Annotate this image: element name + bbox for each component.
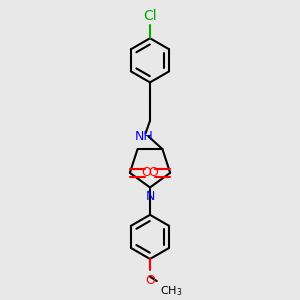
Text: O: O — [149, 166, 159, 179]
Text: Cl: Cl — [143, 9, 157, 23]
Text: O: O — [145, 274, 155, 287]
Text: NH: NH — [135, 130, 154, 143]
Text: O: O — [141, 166, 151, 179]
Text: N: N — [145, 190, 155, 203]
Text: CH$_3$: CH$_3$ — [160, 284, 182, 298]
